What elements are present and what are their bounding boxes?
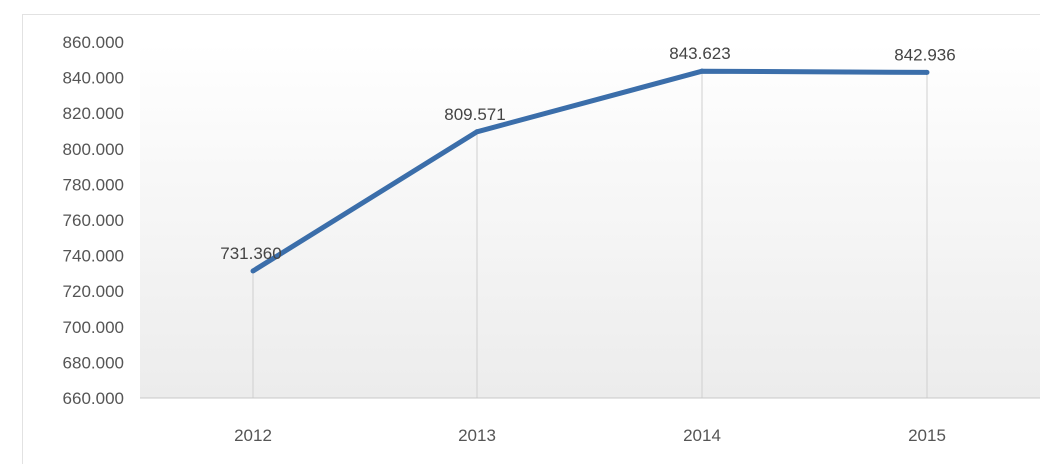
chart-frame [22, 14, 1040, 464]
y-tick-label: 740.000 [63, 247, 124, 266]
data-point-2013 [474, 129, 480, 135]
y-tick-label: 800.000 [63, 140, 124, 159]
plot-area [140, 42, 1040, 398]
data-label-2012: 731.360 [220, 244, 281, 263]
y-tick-label: 760.000 [63, 211, 124, 230]
series [250, 68, 930, 274]
data-point-2012 [250, 268, 256, 274]
y-axis-ticks: 660.000 680.000 700.000 720.000 740.000 760.0… [63, 33, 124, 408]
gridlines [252, 71, 928, 398]
data-point-2014 [699, 68, 705, 74]
y-tick-label: 820.000 [63, 104, 124, 123]
y-tick-label: 660.000 [63, 389, 124, 408]
data-label-2014: 843.623 [669, 44, 730, 63]
line-chart: 660.000 680.000 700.000 720.000 740.000 760.0… [63, 33, 1040, 445]
y-tick-label: 840.000 [63, 69, 124, 88]
y-tick-label: 720.000 [63, 282, 124, 301]
y-tick-label: 700.000 [63, 318, 124, 337]
x-tick-label: 2013 [458, 426, 496, 445]
data-point-2015 [924, 69, 930, 75]
series-line [251, 68, 928, 274]
x-axis-ticks: 2012 2013 2014 2015 [234, 426, 946, 445]
y-tick-label: 860.000 [63, 33, 124, 52]
x-tick-label: 2015 [908, 426, 946, 445]
data-labels: 731.360 809.571 843.623 842.936 [220, 44, 955, 263]
y-tick-label: 680.000 [63, 353, 124, 372]
data-label-2013: 809.571 [444, 105, 505, 124]
y-tick-label: 780.000 [63, 175, 124, 194]
x-tick-label: 2014 [683, 426, 721, 445]
data-label-2015: 842.936 [894, 45, 955, 64]
x-tick-label: 2012 [234, 426, 272, 445]
